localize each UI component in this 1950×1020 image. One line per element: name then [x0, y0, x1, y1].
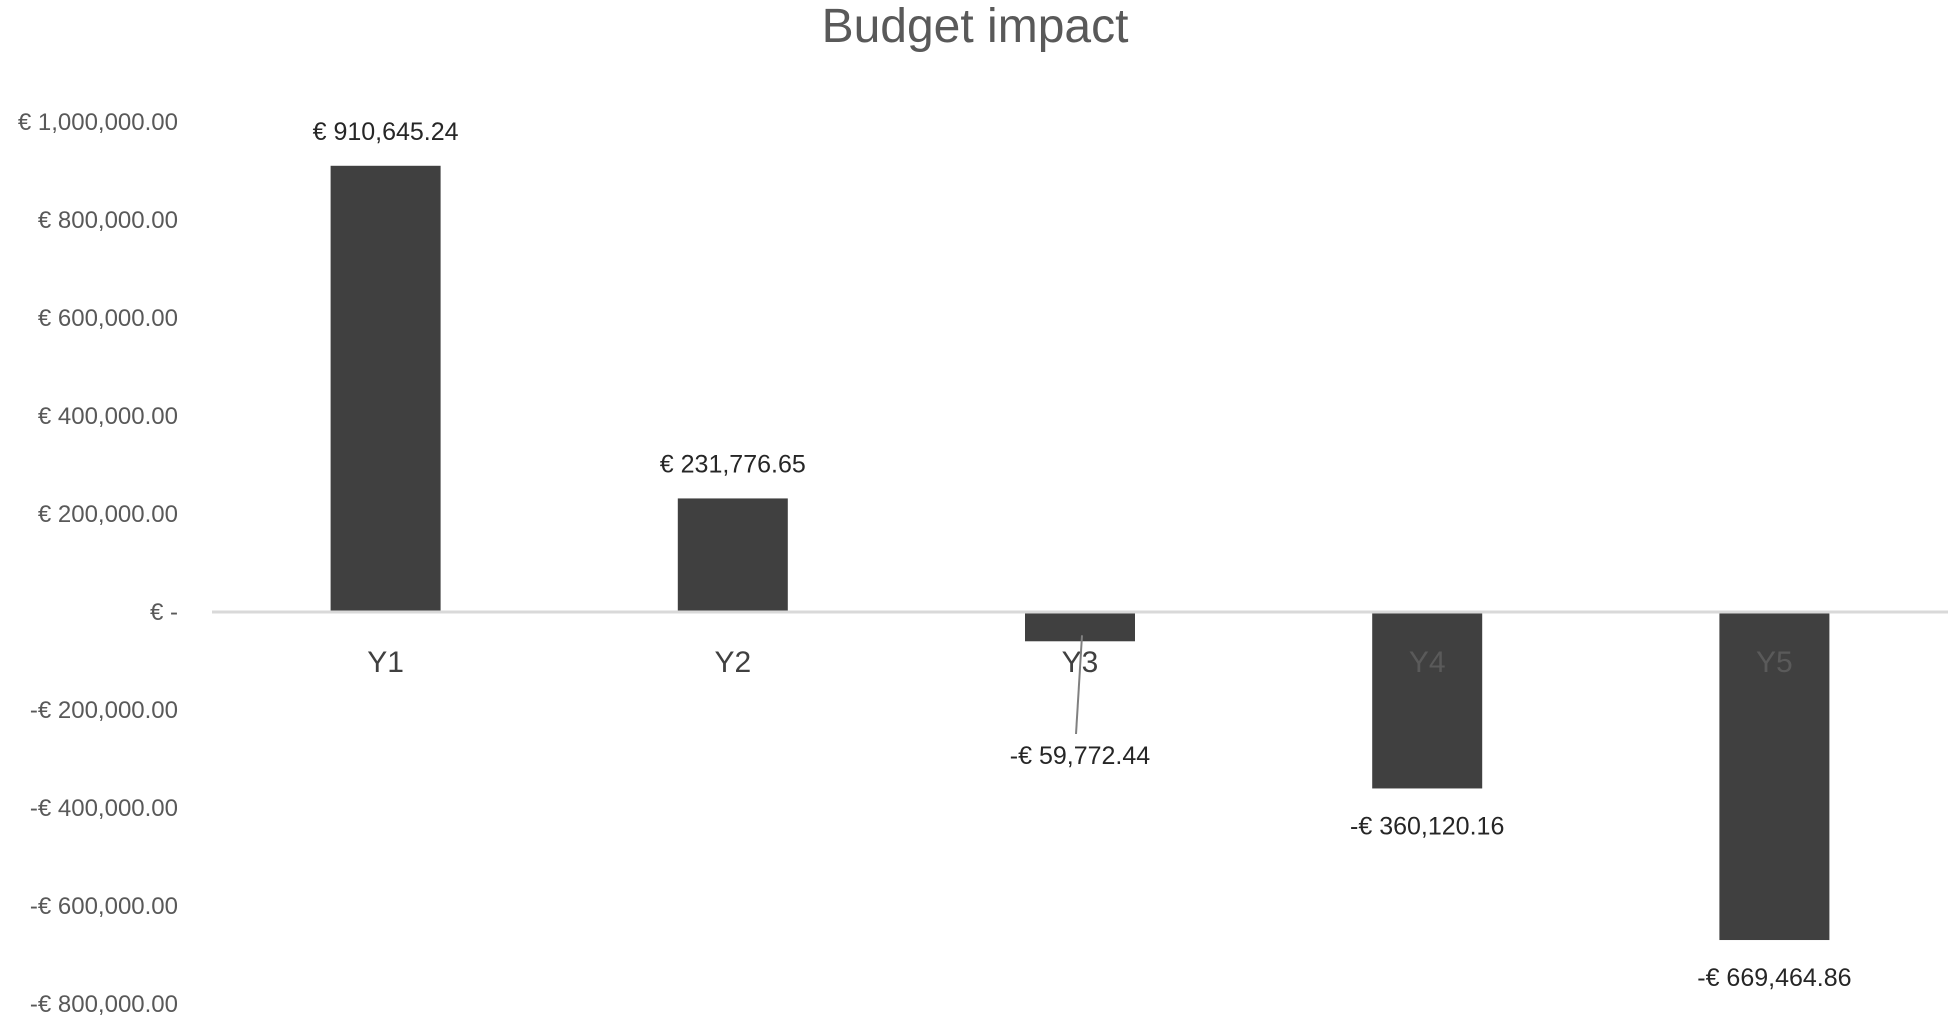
category-label-y4: Y4	[1409, 646, 1446, 679]
y-tick-label: € 600,000.00	[38, 305, 178, 332]
category-label-y5: Y5	[1756, 646, 1793, 679]
y-tick-label: -€ 800,000.00	[30, 991, 178, 1018]
bar-y3	[1025, 612, 1135, 642]
data-label-y3: -€ 59,772.44	[1010, 742, 1150, 770]
y-tick-label: € 200,000.00	[38, 501, 178, 528]
bars-group	[330, 165, 1830, 941]
y-tick-label: € 800,000.00	[38, 207, 178, 234]
category-label-y1: Y1	[367, 646, 404, 679]
leader-line-y3	[1075, 635, 1083, 735]
data-label-y4: -€ 360,120.16	[1350, 812, 1504, 840]
leader-lines	[1075, 635, 1083, 735]
y-tick-label: -€ 200,000.00	[30, 697, 178, 724]
bar-y2	[677, 498, 788, 612]
y-tick-label: -€ 600,000.00	[30, 893, 178, 920]
data-label-y5: -€ 669,464.86	[1697, 964, 1851, 992]
chart-title: Budget impact	[822, 0, 1129, 53]
y-tick-label: € 400,000.00	[38, 403, 178, 430]
bar-y4	[1372, 612, 1483, 789]
data-label-y1: € 910,645.24	[313, 118, 459, 146]
y-tick-label: -€ 400,000.00	[30, 795, 178, 822]
category-label-y2: Y2	[714, 646, 751, 679]
bar-y5	[1719, 612, 1830, 941]
category-labels: Y1 Y2 Y3 Y4 Y5	[367, 646, 1793, 679]
y-tick-label: € 1,000,000.00	[18, 109, 178, 136]
data-labels: € 910,645.24 € 231,776.65 -€ 59,772.44 -€ 3…	[313, 118, 1852, 992]
bar-y1	[330, 165, 441, 613]
data-label-y2: € 231,776.65	[660, 450, 806, 478]
y-axis-tick-labels: € 1,000,000.00 € 800,000.00 € 600,000.00 € …	[18, 109, 178, 1018]
y-tick-label: € -	[150, 599, 178, 626]
